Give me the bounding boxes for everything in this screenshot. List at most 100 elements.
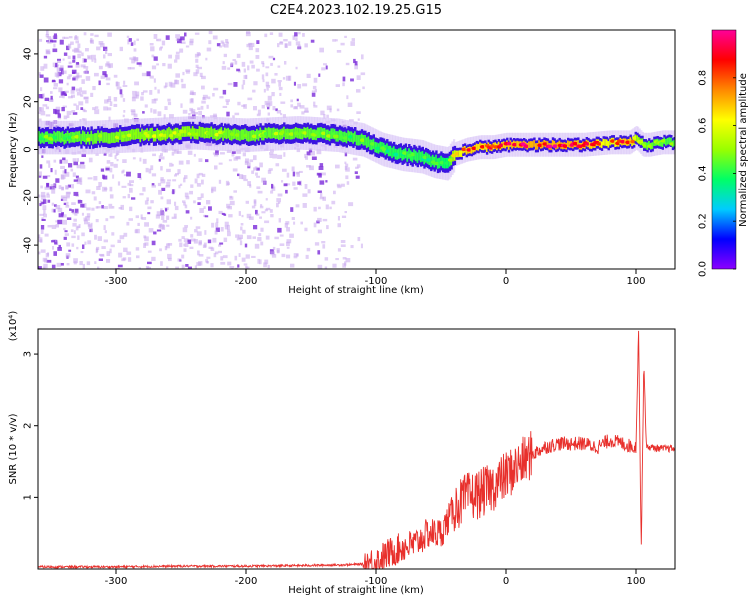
noise-cell [140,214,143,220]
noise-cell [272,246,276,251]
noise-cell [38,118,42,122]
noise-cell [247,65,250,71]
noise-cell [329,108,332,113]
noise-cell [357,118,360,121]
noise-cell [234,255,238,261]
noise-cell [214,251,219,255]
noise-cell [166,243,170,249]
noise-cell [235,234,239,238]
x-tick-label: -300 [105,576,128,587]
noise-cell [73,218,77,222]
noise-cell [133,57,139,61]
snr-y-multiplier: (x10⁴) [8,311,19,342]
noise-cell [167,98,171,102]
noise-cell [157,38,162,42]
noise-cell [62,58,65,61]
noise-cell [167,253,172,259]
y-tick-label: 1 [23,494,34,500]
noise-cell [203,242,207,248]
noise-cell [51,264,56,269]
noise-cell [277,65,281,68]
noise-cell [96,206,101,209]
noise-cell [67,184,71,188]
noise-cell [183,238,189,242]
noise-cell [80,251,84,254]
noise-cell [264,220,270,224]
noise-cell [68,96,73,99]
noise-cell [66,217,72,220]
noise-cell [43,263,48,269]
noise-cell [269,154,273,158]
noise-cell [40,185,43,189]
ridge-core [411,151,414,163]
noise-cell [153,109,157,114]
noise-cell [320,192,323,198]
noise-cell [68,74,73,77]
noise-cell [156,63,159,66]
noise-cell [223,53,227,58]
noise-cell [87,177,93,180]
noise-cell [147,212,151,215]
noise-cell [83,32,87,36]
noise-cell [43,209,46,215]
noise-cell [302,83,308,87]
noise-cell [237,264,240,268]
ridge-peak [610,139,616,143]
noise-cell [42,175,48,179]
noise-cell [94,109,100,115]
noise-cell [356,111,361,114]
noise-cell [150,46,155,52]
noise-cell [227,82,233,86]
noise-cell [113,74,118,78]
noise-cell [309,165,314,171]
ridge-peak [87,134,93,138]
noise-cell [42,266,46,269]
noise-cell [300,221,303,225]
noise-cell [189,98,194,104]
noise-cell [184,225,188,228]
ridge-core [460,150,463,157]
noise-cell [239,240,243,246]
noise-cell [344,211,347,214]
noise-cell [109,215,115,219]
ridge-peak [461,147,467,152]
noise-cell [45,114,51,117]
noise-cell [271,78,276,84]
noise-cell [48,37,52,40]
noise-cell [213,87,219,91]
noise-cell [337,216,340,221]
noise-cell [270,214,274,218]
ridge-core [418,149,421,161]
noise-cell [271,183,274,189]
noise-cell [80,64,86,68]
ridge-peak [669,142,675,146]
noise-cell [62,91,67,96]
noise-cell [82,263,85,269]
noise-cell [65,171,70,177]
noise-cell [220,152,225,155]
noise-cell [251,64,255,69]
ridge-peak [126,133,132,138]
ridge-core [470,147,473,154]
ridge-core [198,126,201,137]
ridge-core [577,140,580,147]
noise-cell [133,113,138,118]
noise-cell [319,47,324,53]
ridge-core [186,126,190,137]
ridge-core [151,127,154,139]
noise-cell [108,116,111,122]
noise-cell [76,72,80,78]
noise-cell [51,40,57,43]
noise-cell [231,152,235,157]
noise-cell [284,223,288,228]
noise-cell [100,75,105,79]
noise-cell [344,261,347,266]
noise-cell [252,236,256,239]
noise-cell [350,245,354,249]
spectrogram-ridge [38,116,675,181]
noise-cell [298,170,303,173]
noise-cell [226,182,230,185]
ridge-peak [314,131,320,135]
noise-cell [64,93,67,96]
ridge-peak [471,146,477,151]
